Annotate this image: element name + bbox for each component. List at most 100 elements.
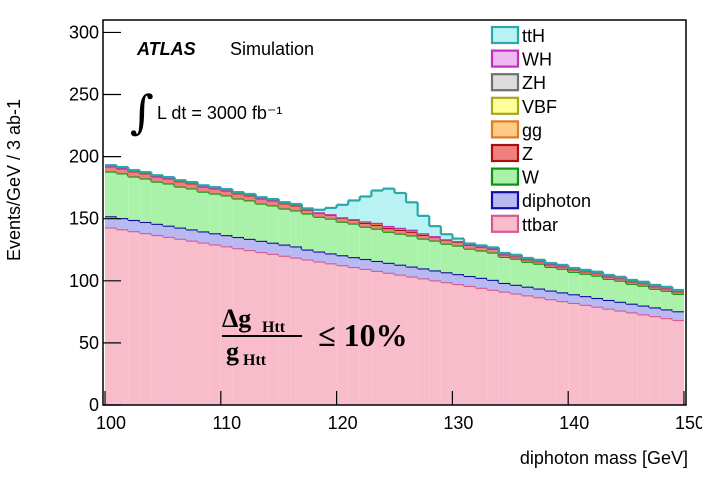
bar-segment [626,304,638,313]
histogram [105,165,684,405]
bar-segment [360,227,372,259]
y-tick-label: 0 [89,395,99,415]
bar-segment [626,284,638,304]
bar-segment [209,233,221,244]
bar-segment [337,222,349,256]
bar-segment [267,243,279,254]
bar-segment [174,187,186,228]
bar-segment [464,276,476,286]
bar-segment [591,276,603,298]
bar-segment [198,243,210,405]
bar-segment [487,252,499,279]
experiment-sublabel: Simulation [230,39,314,59]
bar-segment [452,246,464,275]
bar-segment [395,265,407,275]
bar-segment [487,280,499,290]
formula-denominator: g [226,337,239,366]
bar-segment [406,276,418,405]
bar-segment [117,173,129,218]
bar-segment [499,257,511,283]
bar-segment [117,218,129,229]
bar-segment [221,235,233,246]
bar-segment [371,261,383,271]
legend-label: VBF [522,97,557,117]
x-tick-label: 150 [675,413,702,433]
x-tick-label: 110 [212,413,241,433]
legend-label: diphoton [522,191,591,211]
bar-segment [522,262,534,287]
bar-segment [418,268,430,278]
bar-segment [545,299,557,405]
bar-segment [418,239,430,269]
bar-segment [638,306,650,315]
formula-numerator-sub: Htt [262,319,286,336]
legend-swatch [492,216,518,232]
y-tick-label: 50 [79,333,99,353]
bar-segment [325,219,337,254]
bar-segment [615,281,627,302]
bar-segment [476,288,488,405]
bar-segment [267,205,279,242]
bar-segment [638,314,650,405]
bar-segment [464,286,476,405]
bar-segment [406,267,418,277]
bar-segment [499,283,511,292]
bar-segment [232,237,244,248]
legend-swatch [492,121,518,137]
x-tick-label: 100 [96,413,126,433]
bar-segment [174,228,186,239]
bar-segment [510,285,522,294]
bar-segment [151,182,163,224]
bar-segment [464,249,476,276]
bar-segment [209,244,221,405]
bar-segment [545,267,557,291]
y-tick-label: 200 [69,147,99,167]
bar-segment [452,274,464,284]
legend-swatch [492,27,518,43]
bar-segment [163,237,175,405]
x-tick-label: 140 [559,413,589,433]
bar-segment [429,241,441,271]
bar-segment [105,172,117,217]
bar-segment [302,259,314,405]
bar-segment [510,259,522,285]
bar-segment [151,224,163,235]
formula-numerator: Δg [222,304,251,333]
legend-label: Z [522,144,533,164]
bar-segment [232,198,244,237]
bar-segment [128,231,140,405]
bar-segment [117,229,129,405]
bar-segment [441,282,453,405]
experiment-label: ATLAS [136,39,196,59]
bar-segment [406,235,418,266]
legend-swatch [492,74,518,90]
bar-segment [186,241,198,405]
bar-segment [174,239,186,405]
bar-segment [279,209,291,245]
bar-segment [615,302,627,311]
bar-segment [499,292,511,405]
formula-denominator-sub: Htt [243,352,267,369]
bar-segment [383,232,395,263]
bar-segment [429,280,441,405]
bar-segment [290,246,302,257]
legend-label: ZH [522,73,546,93]
bar-segment [163,226,175,237]
bar-segment [672,311,684,320]
bar-segment [603,279,615,300]
legend-label: WH [522,50,552,70]
bar-segment [661,309,673,318]
bar-segment [522,287,534,296]
bar-segment [591,307,603,405]
x-tick-label: 130 [443,413,473,433]
bar-segment [105,216,117,227]
bar-segment [626,312,638,405]
bar-segment [591,298,603,307]
bar-segment [302,250,314,260]
y-axis-label: Events/GeV / 3 ab-1 [4,99,24,261]
bar-segment [557,269,569,293]
legend-swatch [492,145,518,161]
bar-segment [661,318,673,405]
formula-relation: ≤ 10% [318,317,408,353]
x-tick-label: 120 [328,413,358,433]
